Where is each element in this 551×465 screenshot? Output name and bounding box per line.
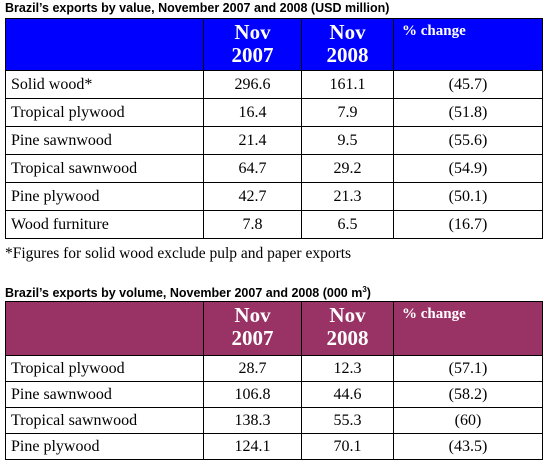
table-row: Tropical plywood 28.7 12.3 (57.1) (5, 355, 543, 382)
row-label: Tropical sawnwood (5, 407, 204, 434)
value-table-title: Brazil’s exports by value, November 2007… (5, 1, 390, 15)
header-nov-2008: Nov 2008 (301, 18, 394, 71)
value-2007: 106.8 (203, 381, 302, 408)
volume-table: Nov 2007 Nov 2008 % change Tropical plywoo… (5, 301, 543, 460)
value-2007: 64.7 (203, 154, 302, 183)
table-row: Pine plywood 124.1 70.1 (43.5) (5, 433, 543, 460)
header-empty-cell (5, 18, 204, 71)
value-2008: 12.3 (301, 355, 394, 382)
value-2008: 9.5 (301, 126, 394, 155)
row-label: Solid wood* (5, 70, 204, 99)
row-label: Tropical plywood (5, 98, 204, 127)
value-2007: 16.4 (203, 98, 302, 127)
row-label: Pine plywood (5, 182, 204, 211)
value-2008: 21.3 (301, 182, 394, 211)
value-2008: 55.3 (301, 407, 394, 434)
percent-change: (16.7) (393, 210, 543, 239)
header-nov-2007: Nov 2007 (203, 301, 302, 356)
header-nov-2008: Nov 2008 (301, 301, 394, 356)
header-percent-change: % change (393, 18, 543, 71)
percent-change: (45.7) (393, 70, 543, 99)
value-2007: 21.4 (203, 126, 302, 155)
value-2008: 6.5 (301, 210, 394, 239)
value-2007: 124.1 (203, 433, 302, 460)
row-label: Tropical plywood (5, 355, 204, 382)
header-nov-2007: Nov 2007 (203, 18, 302, 71)
value-2007: 42.7 (203, 182, 302, 211)
row-label: Wood furniture (5, 210, 204, 239)
volume-table-header-row: Nov 2007 Nov 2008 % change (5, 301, 543, 356)
table-row: Tropical sawnwood 138.3 55.3 (60) (5, 407, 543, 434)
value-table-header-row: Nov 2007 Nov 2008 % change (5, 18, 543, 71)
table-row: Pine sawnwood 21.4 9.5 (55.6) (5, 126, 543, 155)
percent-change: (50.1) (393, 182, 543, 211)
percent-change: (51.8) (393, 98, 543, 127)
value-2008: 29.2 (301, 154, 394, 183)
row-label: Pine plywood (5, 433, 204, 460)
percent-change: (58.2) (393, 381, 543, 408)
percent-change: (57.1) (393, 355, 543, 382)
percent-change: (60) (393, 407, 543, 434)
row-label: Tropical sawnwood (5, 154, 204, 183)
value-table: Nov 2007 Nov 2008 % change Solid wood* 296… (5, 18, 543, 239)
value-2007: 138.3 (203, 407, 302, 434)
value-2008: 44.6 (301, 381, 394, 408)
row-label: Pine sawnwood (5, 126, 204, 155)
table-row: Pine plywood 42.7 21.3 (50.1) (5, 182, 543, 211)
value-2007: 7.8 (203, 210, 302, 239)
value-2007: 296.6 (203, 70, 302, 99)
table-row: Pine sawnwood 106.8 44.6 (58.2) (5, 381, 543, 408)
footnote: *Figures for solid wood exclude pulp and… (5, 245, 352, 262)
table-row: Tropical sawnwood 64.7 29.2 (54.9) (5, 154, 543, 183)
table-row: Solid wood* 296.6 161.1 (45.7) (5, 70, 543, 99)
percent-change: (54.9) (393, 154, 543, 183)
value-2008: 70.1 (301, 433, 394, 460)
value-2008: 7.9 (301, 98, 394, 127)
row-label: Pine sawnwood (5, 381, 204, 408)
value-2008: 161.1 (301, 70, 394, 99)
percent-change: (55.6) (393, 126, 543, 155)
percent-change: (43.5) (393, 433, 543, 460)
header-percent-change: % change (393, 301, 543, 356)
value-2007: 28.7 (203, 355, 302, 382)
table-row: Tropical plywood 16.4 7.9 (51.8) (5, 98, 543, 127)
header-empty-cell (5, 301, 204, 356)
table-row: Wood furniture 7.8 6.5 (16.7) (5, 210, 543, 239)
volume-table-title: Brazil’s exports by volume, November 200… (5, 285, 371, 301)
